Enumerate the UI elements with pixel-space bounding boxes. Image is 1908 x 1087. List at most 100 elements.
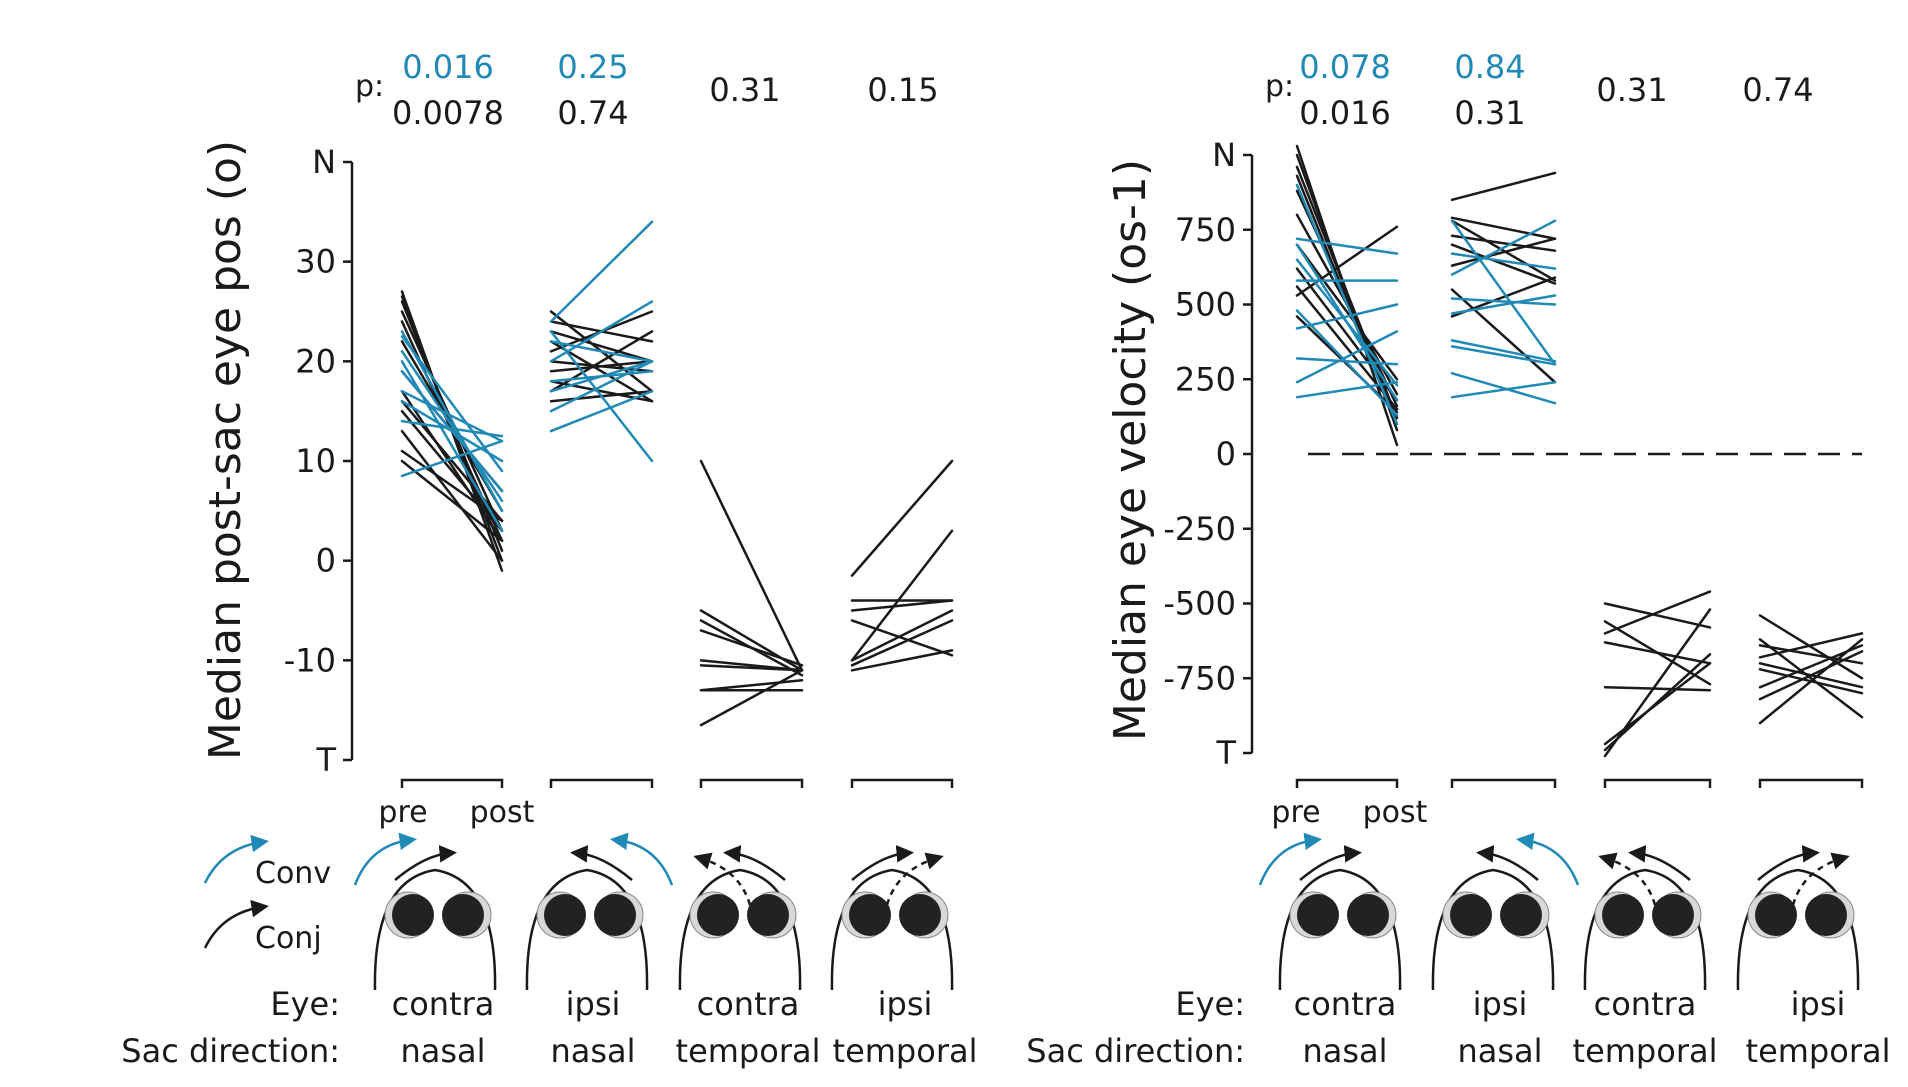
p-value-conj: 0.016 (1299, 94, 1391, 132)
conv-line (1450, 380, 1557, 399)
head-outline (1431, 868, 1555, 991)
conj-line (699, 669, 804, 727)
y-tick-label: -750 (1163, 659, 1236, 697)
p-value-conv: 0.016 (402, 48, 494, 86)
y-bottom-label: T (315, 741, 336, 779)
head-outline (1583, 868, 1707, 991)
eye-label: contra (1294, 985, 1397, 1023)
eye-schematics (353, 832, 1860, 991)
conj-line (850, 619, 954, 657)
y-tick-label: 0 (316, 542, 336, 580)
conv-line (549, 340, 654, 363)
conv-arrow (610, 832, 674, 886)
eye-pupil (697, 894, 739, 936)
eye-pair (678, 845, 802, 991)
conv-line (1450, 219, 1557, 366)
legend: Conv Conj (203, 834, 331, 956)
plot-lines (1295, 144, 1864, 758)
eye-pupil (1297, 894, 1339, 936)
y-tick-label: 20 (295, 342, 336, 380)
conj-line (1450, 237, 1557, 267)
conj-line (1758, 632, 1864, 659)
conv-arrow (1516, 832, 1580, 886)
eye-label: contra (1594, 985, 1697, 1023)
eye-pupil (392, 894, 434, 936)
post-label: post (470, 795, 535, 830)
eye-label: ipsi (878, 985, 933, 1023)
y-tick-label: -10 (284, 641, 336, 679)
y-axis-label: Median post-sac eye pos (o) (200, 140, 251, 760)
y-tick-label: 10 (295, 442, 336, 480)
y-tick-label: -500 (1163, 585, 1236, 623)
conj-arrow (570, 845, 633, 881)
conv-line (549, 220, 654, 323)
y-axis: N T -750 -500 -250 0 250 500 750 (1163, 136, 1254, 772)
conj-line (850, 619, 954, 667)
head-outline (678, 868, 802, 991)
sac-label: nasal (400, 1032, 485, 1070)
eye-pair (525, 832, 674, 991)
condition-bracket (850, 778, 954, 788)
y-top-label: N (1212, 136, 1236, 174)
eye-label: contra (392, 985, 495, 1023)
conj-line (1603, 590, 1712, 635)
conj-line (1450, 288, 1557, 384)
eye-pupil (747, 894, 789, 936)
head-outline (525, 868, 649, 991)
condition-bracket (1603, 778, 1712, 788)
conv-line (1295, 380, 1399, 399)
eye-row-label: Eye: (270, 985, 340, 1023)
p-value-conv: 0.078 (1299, 48, 1391, 86)
dashed-arrow (1598, 852, 1657, 906)
sac-label: nasal (550, 1032, 635, 1070)
condition-brackets (400, 778, 954, 788)
legend-conv-label: Conv (255, 856, 331, 891)
conv-arrow (1258, 832, 1322, 886)
panel-eye-velocity: Median eye velocity (os-1) p: N T -750 -500… (1105, 48, 1864, 830)
sac-row-label: Sac direction: (121, 1032, 340, 1070)
condition-bracket (400, 778, 504, 788)
eye-pair (1583, 845, 1707, 991)
condition-labels-left: Eye: Sac direction: contra nasal ipsi na… (121, 985, 977, 1070)
dashed-arrow (885, 852, 944, 906)
conj-line (699, 664, 804, 672)
eye-pupil (1602, 894, 1644, 936)
conj-line (1295, 285, 1399, 411)
eye-label: contra (697, 985, 800, 1023)
conj-line (1450, 234, 1557, 252)
plot-lines (400, 220, 954, 727)
conj-line (1295, 225, 1399, 297)
conj-line (549, 330, 654, 393)
p-label: p: (355, 69, 384, 104)
conv-line (400, 419, 504, 438)
p-value-conj: 0.74 (1742, 71, 1813, 109)
condition-bracket (549, 778, 654, 788)
eye-pupil (899, 894, 941, 936)
conj-line (699, 629, 804, 667)
sac-label: temporal (833, 1032, 978, 1070)
p-value-conv: 0.25 (557, 48, 628, 86)
conj-line (1758, 614, 1864, 680)
p-value-conj: 0.15 (867, 71, 938, 109)
condition-bracket (1295, 778, 1399, 788)
p-values: 0.016 0.0078 0.25 0.74 0.31 0.15 (392, 48, 939, 132)
conj-line (1295, 267, 1399, 402)
sac-label: nasal (1457, 1032, 1542, 1070)
p-values: 0.078 0.016 0.84 0.31 0.31 0.74 (1299, 48, 1813, 132)
conj-line (1603, 608, 1712, 758)
conv-line (549, 360, 654, 413)
conj-line (850, 459, 954, 577)
y-axis: N T -10 0 10 20 30 (284, 143, 354, 779)
conv-line (1450, 297, 1557, 306)
eye-pair (1258, 832, 1402, 991)
conv-line (1295, 237, 1399, 255)
eye-pupil (442, 894, 484, 936)
conv-line (549, 330, 654, 463)
conj-line (1603, 641, 1712, 665)
head-outline (1736, 868, 1860, 991)
y-tick-label: 500 (1175, 286, 1236, 324)
conj-line (1758, 638, 1864, 725)
conj-line (400, 459, 504, 542)
conj-line (1758, 650, 1864, 701)
